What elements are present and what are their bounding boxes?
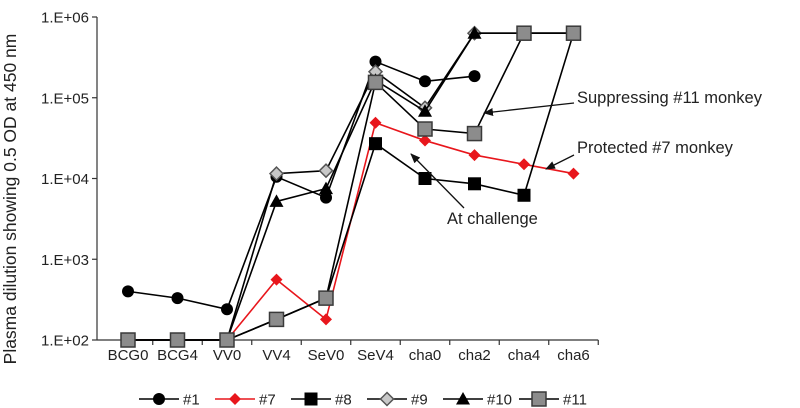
data-point xyxy=(369,116,382,129)
annotation-text: Suppressing #11 monkey xyxy=(577,89,763,107)
series-line xyxy=(127,60,475,311)
legend-item: #7 xyxy=(215,392,276,408)
legend-label: #11 xyxy=(563,392,587,408)
x-tick-label: cha2 xyxy=(458,347,491,364)
data-point xyxy=(120,332,136,348)
data-point xyxy=(565,25,582,41)
data-point xyxy=(419,134,431,147)
x-tick-label: BCG4 xyxy=(157,347,198,364)
data-point xyxy=(320,191,332,204)
data-point xyxy=(467,26,482,39)
data-point xyxy=(320,313,332,326)
annotation-text: Protected #7 monkey xyxy=(577,139,734,157)
data-point xyxy=(367,74,384,91)
series-line xyxy=(128,32,574,341)
data-point xyxy=(319,181,333,195)
data-point xyxy=(418,104,432,117)
data-point xyxy=(369,137,382,151)
legend-label: #10 xyxy=(487,392,512,408)
x-tick-label: BCG0 xyxy=(108,347,149,364)
data-point xyxy=(122,285,134,298)
series-line xyxy=(128,32,575,341)
legend-label: #7 xyxy=(259,392,276,408)
y-tick-label: 1.E+02 xyxy=(41,333,89,350)
legend-item: #8 xyxy=(291,392,352,408)
series-8 xyxy=(121,26,580,347)
series-1 xyxy=(122,55,481,316)
x-tick-label: SeV0 xyxy=(308,347,345,364)
annotation-text: At challenge xyxy=(447,210,538,228)
legend-marker xyxy=(304,392,318,406)
y-axis-title: Plasma dilution showing 0.5 OD at 450 nm xyxy=(0,34,20,365)
data-point xyxy=(419,75,431,88)
data-point xyxy=(171,292,184,305)
data-point xyxy=(219,332,235,348)
data-point xyxy=(418,172,432,185)
annotations: Suppressing #11 monkey Protected #7 monke… xyxy=(410,89,763,228)
series-10 xyxy=(121,26,581,346)
y-axis: 1.E+02 1.E+03 1.E+04 1.E+05 1.E+06 xyxy=(41,10,98,350)
plot-series xyxy=(120,25,582,348)
data-point xyxy=(318,290,334,306)
annotation-arrow xyxy=(545,154,575,170)
legend-item: #1 xyxy=(139,392,200,408)
data-point xyxy=(417,121,433,137)
data-point xyxy=(468,177,481,191)
legend-marker xyxy=(229,393,241,405)
series-line xyxy=(128,32,574,341)
data-point xyxy=(369,55,382,68)
y-tick-label: 1.E+03 xyxy=(41,252,89,269)
data-point xyxy=(517,188,531,202)
data-point xyxy=(221,303,233,316)
series-9 xyxy=(120,25,582,348)
legend-item: #10 xyxy=(443,392,512,408)
legend-marker xyxy=(531,391,547,407)
legend-item: #9 xyxy=(367,391,428,408)
data-point xyxy=(169,332,186,348)
data-point xyxy=(468,149,481,162)
y-tick-label: 1.E+04 xyxy=(41,171,89,188)
x-tick-label: SeV4 xyxy=(357,347,394,364)
series-line xyxy=(128,32,574,341)
legend-marker xyxy=(379,391,395,407)
data-point xyxy=(518,158,530,171)
annotation-arrow xyxy=(410,153,465,209)
legend-label: #9 xyxy=(411,392,428,408)
legend: #1 #7 #8 #9 #10 #11 xyxy=(139,391,587,408)
data-point xyxy=(318,163,334,179)
x-tick-label: VV0 xyxy=(213,347,241,364)
legend-marker xyxy=(153,393,165,405)
y-tick-label: 1.E+06 xyxy=(41,10,89,27)
y-tick-label: 1.E+05 xyxy=(41,90,89,107)
data-point xyxy=(268,166,285,182)
x-tick-label: VV4 xyxy=(262,347,290,364)
x-tick-label: cha0 xyxy=(409,347,442,364)
legend-marker xyxy=(456,392,470,405)
data-point xyxy=(516,25,532,41)
series-line xyxy=(128,121,574,341)
legend-label: #8 xyxy=(335,392,352,408)
data-point xyxy=(268,311,285,328)
legend-item: #11 xyxy=(519,391,587,408)
series-11 xyxy=(120,25,582,348)
x-axis: BCG0 BCG4 VV0 VV4 SeV0 SeV4 cha0 cha2 cha4 cha6 xyxy=(97,339,599,364)
data-point xyxy=(468,70,481,83)
data-point xyxy=(270,273,283,286)
data-point xyxy=(466,125,483,142)
x-tick-label: cha6 xyxy=(557,347,590,364)
x-tick-label: cha4 xyxy=(508,347,541,364)
series-7 xyxy=(122,116,580,346)
legend-label: #1 xyxy=(183,392,200,408)
data-point xyxy=(269,194,284,207)
data-point xyxy=(567,167,580,180)
annotation-arrow xyxy=(483,102,575,116)
